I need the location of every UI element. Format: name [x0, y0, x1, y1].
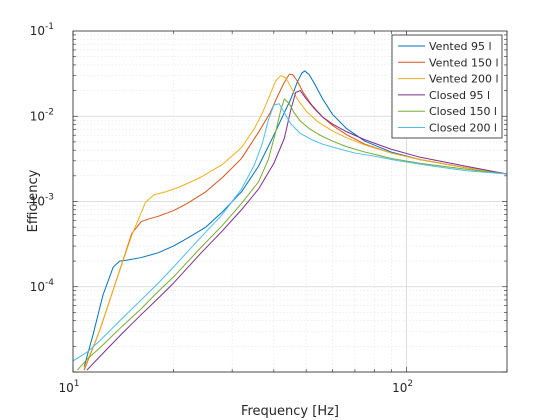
legend-entry-label: Vented 95 l	[429, 40, 492, 53]
x-tick-labels: 101 102	[58, 379, 413, 395]
y-tick-labels: 10-4 10-3 10-2 10-1	[30, 22, 55, 294]
x-axis-label: Frequency [Hz]	[241, 404, 339, 419]
series-line-vented-95-l	[83, 70, 507, 367]
legend-box	[391, 34, 503, 139]
series-line-closed-200-l	[73, 103, 507, 362]
y-tick-label: 10-1	[30, 22, 54, 38]
legend-entry-label: Vented 200 l	[429, 73, 499, 86]
legend-entry-label: Vented 150 l	[429, 56, 499, 69]
legend-entry-label: Closed 95 l	[429, 89, 490, 102]
x-tick-label: 101	[58, 379, 79, 395]
legend-entry-label: Closed 200 l	[429, 122, 497, 135]
legend: Vented 95 l Vented 150 l Vented 200 l Close…	[391, 34, 503, 139]
series-line-vented-150-l	[83, 73, 507, 371]
y-tick-label: 10-4	[30, 278, 55, 294]
y-tick-label: 10-3	[30, 193, 54, 209]
x-tick-label: 102	[392, 379, 413, 395]
legend-entry-label: Closed 150 l	[429, 105, 497, 118]
series-lines	[73, 70, 507, 371]
series-line-closed-150-l	[76, 98, 507, 371]
series-line-vented-200-l	[83, 75, 507, 369]
ticks	[72, 31, 508, 373]
series-line-closed-95-l	[86, 90, 507, 371]
y-tick-label: 10-2	[30, 107, 54, 123]
y-axis-label: Efficiency	[26, 169, 41, 232]
